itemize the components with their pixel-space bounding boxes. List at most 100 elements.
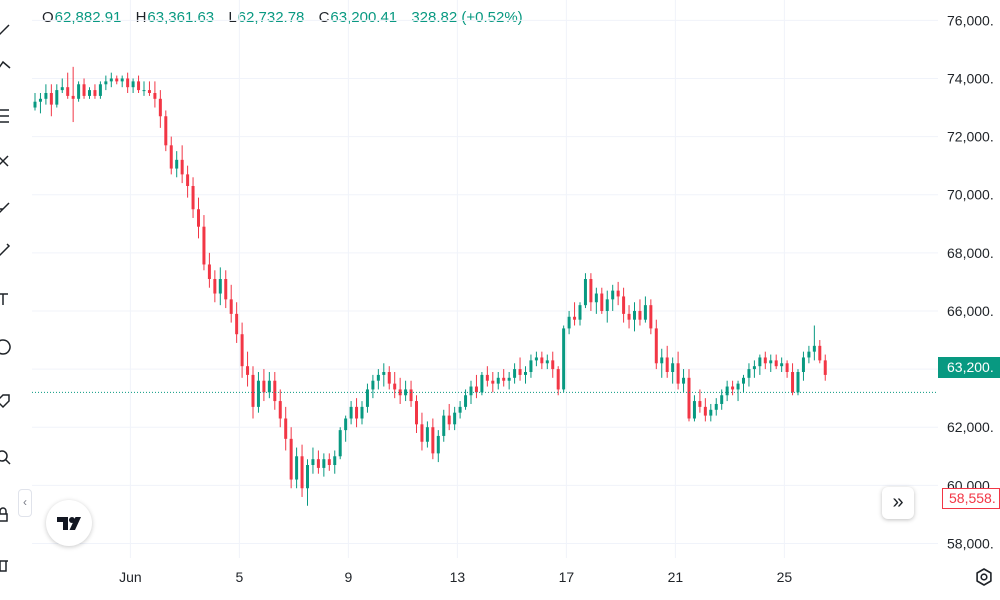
candle-body: [349, 406, 353, 419]
candle-body: [529, 360, 533, 372]
candle-body: [164, 116, 168, 146]
low-label: L: [228, 9, 237, 26]
candle-body: [627, 313, 631, 320]
collapse-toolbar-button[interactable]: ‹: [18, 489, 32, 517]
open-label: O: [42, 9, 54, 26]
tradingview-logo-icon: [57, 517, 81, 530]
candle-body: [169, 145, 173, 169]
scroll-to-realtime-button[interactable]: »: [882, 487, 914, 519]
candle-body: [812, 345, 816, 352]
candle-body: [360, 406, 364, 419]
current-price-tag: 63,200.: [938, 357, 1000, 378]
candle-body: [758, 357, 762, 367]
drawing-toolbar: [0, 0, 16, 600]
x-tick-label: 5: [235, 569, 243, 585]
pin-icon[interactable]: [0, 22, 12, 40]
candle-body: [769, 360, 773, 364]
candle-body: [376, 374, 380, 381]
candle-body: [736, 383, 740, 390]
candle-body: [295, 456, 299, 480]
gear-icon[interactable]: [974, 567, 994, 587]
candle-body: [709, 409, 713, 416]
text-icon[interactable]: [0, 290, 12, 308]
candle-body: [344, 418, 348, 431]
measure-icon[interactable]: [0, 200, 12, 218]
tradingview-logo[interactable]: [46, 500, 92, 546]
candle-body: [218, 279, 222, 294]
candle-body: [785, 363, 789, 372]
y-tick-label: 58,000.: [947, 535, 994, 551]
candle-body: [556, 369, 560, 390]
circle-icon[interactable]: [0, 338, 12, 356]
candle-body: [671, 363, 675, 372]
candle-body: [278, 401, 282, 419]
candle-body: [371, 380, 375, 390]
high-label: H: [135, 9, 147, 26]
candle-body: [507, 377, 511, 381]
candle-body: [643, 305, 647, 320]
candle-body: [464, 395, 468, 407]
fib-icon[interactable]: [0, 107, 12, 125]
candle-body: [665, 357, 669, 372]
low-value: 62,732.78: [237, 9, 305, 26]
candle-body: [338, 430, 342, 457]
pencil-icon[interactable]: [0, 243, 12, 261]
candle-body: [485, 374, 489, 381]
candle-body: [398, 389, 402, 396]
candle-body: [714, 403, 718, 410]
candle-body: [240, 334, 244, 367]
open-value: 62,882.91: [54, 9, 122, 26]
candle-body: [33, 101, 37, 108]
candle-body: [682, 377, 686, 384]
node-icon[interactable]: [0, 152, 12, 170]
tag-icon[interactable]: [0, 392, 12, 410]
candle-body: [300, 456, 304, 489]
candle-body: [311, 459, 315, 465]
candle-body: [742, 377, 745, 384]
candle-body: [355, 406, 359, 419]
lock-icon[interactable]: [0, 506, 12, 524]
candle-body: [807, 351, 811, 358]
close-label: C: [318, 9, 330, 26]
zoom-icon[interactable]: [0, 448, 12, 466]
candle-body: [137, 81, 141, 91]
candle-body: [818, 345, 822, 361]
trend-line-icon[interactable]: [0, 58, 12, 76]
candle-body: [175, 159, 179, 169]
candle-body: [66, 87, 70, 96]
candle-body: [365, 389, 369, 407]
candle-body: [692, 401, 696, 419]
candle-body: [594, 293, 598, 303]
candle-body: [109, 78, 113, 82]
candle-body: [120, 78, 124, 82]
x-tick-label: 25: [777, 569, 793, 585]
candle-body: [654, 328, 658, 364]
candle-body: [551, 360, 555, 370]
candle-body: [147, 90, 151, 93]
candle-body: [502, 377, 506, 381]
candle-body: [409, 389, 413, 402]
candle-body: [458, 406, 462, 413]
candle-body: [573, 316, 577, 320]
candle-body: [763, 357, 767, 364]
candle-body: [436, 435, 440, 454]
candle-body: [491, 380, 495, 384]
candle-body: [518, 369, 522, 375]
candle-body: [207, 264, 211, 279]
candle-body: [180, 159, 184, 175]
candle-body: [567, 316, 571, 329]
price-axis[interactable]: 76,000. 74,000. 72,000. 70,000. 68,000. 66,00…: [947, 12, 994, 551]
y-tick-label: 66,000.: [947, 303, 994, 319]
candle-body: [289, 438, 293, 480]
candle-body: [791, 372, 795, 393]
time-axis[interactable]: Jun 5 9 13 17 21 25: [119, 569, 792, 585]
candle-body: [415, 401, 418, 425]
trash-icon[interactable]: [0, 556, 12, 574]
candle-body: [480, 374, 484, 393]
candle-body: [115, 78, 119, 82]
candle-body: [622, 296, 626, 314]
candle-body: [616, 290, 620, 297]
grid: [32, 0, 938, 558]
candle-body: [687, 377, 691, 419]
